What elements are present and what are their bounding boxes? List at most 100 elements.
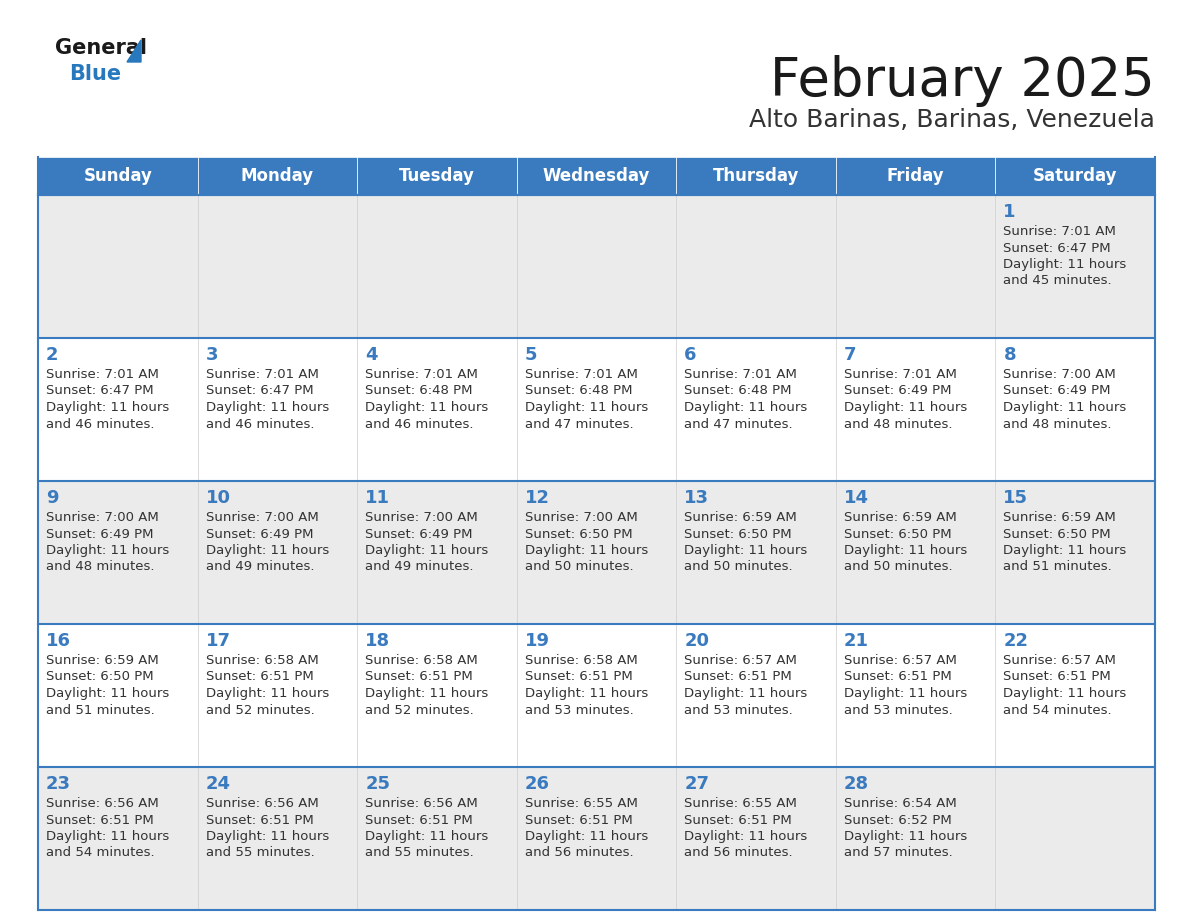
Bar	[996, 767, 1155, 910]
Bar	[676, 157, 836, 195]
Bar	[836, 481, 996, 624]
Text: 2: 2	[46, 346, 58, 364]
Text: Sunrise: 6:57 AM: Sunrise: 6:57 AM	[1004, 654, 1117, 667]
Bar	[197, 767, 358, 910]
Bar	[197, 195, 358, 338]
Text: Sunrise: 7:01 AM: Sunrise: 7:01 AM	[684, 368, 797, 381]
Text: 28: 28	[843, 775, 868, 793]
Text: Daylight: 11 hours: Daylight: 11 hours	[206, 544, 329, 557]
Text: Sunrise: 6:57 AM: Sunrise: 6:57 AM	[843, 654, 956, 667]
Text: and 50 minutes.: and 50 minutes.	[525, 561, 633, 574]
Text: Sunset: 6:49 PM: Sunset: 6:49 PM	[46, 528, 153, 541]
Text: Friday: Friday	[886, 167, 944, 185]
Bar	[836, 338, 996, 481]
Text: Wednesday: Wednesday	[543, 167, 650, 185]
Bar	[38, 157, 197, 195]
Text: Daylight: 11 hours: Daylight: 11 hours	[365, 830, 488, 843]
Text: Sunrise: 6:58 AM: Sunrise: 6:58 AM	[206, 654, 318, 667]
Text: and 55 minutes.: and 55 minutes.	[365, 846, 474, 859]
Text: Daylight: 11 hours: Daylight: 11 hours	[1004, 258, 1126, 271]
Text: Sunrise: 6:56 AM: Sunrise: 6:56 AM	[46, 797, 159, 810]
Bar	[38, 481, 197, 624]
Text: 14: 14	[843, 489, 868, 507]
Text: Daylight: 11 hours: Daylight: 11 hours	[365, 544, 488, 557]
Text: Sunset: 6:48 PM: Sunset: 6:48 PM	[684, 385, 791, 397]
Text: 21: 21	[843, 632, 868, 650]
Text: and 48 minutes.: and 48 minutes.	[1004, 418, 1112, 431]
Bar	[676, 624, 836, 767]
Bar	[197, 624, 358, 767]
Text: Sunset: 6:51 PM: Sunset: 6:51 PM	[46, 813, 153, 826]
Text: Sunrise: 7:00 AM: Sunrise: 7:00 AM	[1004, 368, 1117, 381]
Text: Daylight: 11 hours: Daylight: 11 hours	[206, 830, 329, 843]
Text: Sunset: 6:51 PM: Sunset: 6:51 PM	[525, 670, 632, 684]
Text: Sunrise: 6:56 AM: Sunrise: 6:56 AM	[206, 797, 318, 810]
Bar	[358, 767, 517, 910]
Text: and 56 minutes.: and 56 minutes.	[525, 846, 633, 859]
Text: Sunset: 6:51 PM: Sunset: 6:51 PM	[206, 813, 314, 826]
Text: Daylight: 11 hours: Daylight: 11 hours	[525, 687, 647, 700]
Text: and 48 minutes.: and 48 minutes.	[46, 561, 154, 574]
Text: and 53 minutes.: and 53 minutes.	[843, 703, 953, 717]
Text: Blue: Blue	[69, 64, 121, 84]
Text: Daylight: 11 hours: Daylight: 11 hours	[843, 687, 967, 700]
Bar	[996, 157, 1155, 195]
Text: Sunset: 6:50 PM: Sunset: 6:50 PM	[1004, 528, 1111, 541]
Text: 6: 6	[684, 346, 697, 364]
Bar	[676, 481, 836, 624]
Text: Sunset: 6:48 PM: Sunset: 6:48 PM	[525, 385, 632, 397]
Text: 5: 5	[525, 346, 537, 364]
Text: Sunset: 6:48 PM: Sunset: 6:48 PM	[365, 385, 473, 397]
Text: Daylight: 11 hours: Daylight: 11 hours	[1004, 401, 1126, 414]
Text: Daylight: 11 hours: Daylight: 11 hours	[684, 401, 808, 414]
Text: Daylight: 11 hours: Daylight: 11 hours	[46, 401, 169, 414]
Text: and 54 minutes.: and 54 minutes.	[46, 846, 154, 859]
Text: 4: 4	[365, 346, 378, 364]
Text: General: General	[55, 38, 147, 58]
Bar	[676, 767, 836, 910]
Text: Sunset: 6:50 PM: Sunset: 6:50 PM	[843, 528, 952, 541]
Text: Sunset: 6:51 PM: Sunset: 6:51 PM	[684, 670, 792, 684]
Text: Sunrise: 6:59 AM: Sunrise: 6:59 AM	[1004, 511, 1117, 524]
Text: 25: 25	[365, 775, 390, 793]
Text: 17: 17	[206, 632, 230, 650]
Text: 23: 23	[46, 775, 71, 793]
Bar	[836, 767, 996, 910]
Bar	[676, 338, 836, 481]
Text: Daylight: 11 hours: Daylight: 11 hours	[365, 401, 488, 414]
Bar	[996, 338, 1155, 481]
Text: 11: 11	[365, 489, 390, 507]
Text: 20: 20	[684, 632, 709, 650]
Text: Sunset: 6:49 PM: Sunset: 6:49 PM	[206, 528, 314, 541]
Text: 27: 27	[684, 775, 709, 793]
Text: Sunrise: 7:01 AM: Sunrise: 7:01 AM	[843, 368, 956, 381]
Bar	[676, 195, 836, 338]
Text: 12: 12	[525, 489, 550, 507]
Text: 24: 24	[206, 775, 230, 793]
Text: Sunrise: 7:00 AM: Sunrise: 7:00 AM	[525, 511, 638, 524]
Text: Daylight: 11 hours: Daylight: 11 hours	[684, 687, 808, 700]
Text: Sunset: 6:50 PM: Sunset: 6:50 PM	[46, 670, 153, 684]
Text: Sunrise: 7:00 AM: Sunrise: 7:00 AM	[206, 511, 318, 524]
Text: 15: 15	[1004, 489, 1029, 507]
Text: Sunset: 6:51 PM: Sunset: 6:51 PM	[843, 670, 952, 684]
Text: Sunrise: 7:01 AM: Sunrise: 7:01 AM	[365, 368, 478, 381]
Polygon shape	[127, 40, 141, 62]
Text: Sunset: 6:49 PM: Sunset: 6:49 PM	[1004, 385, 1111, 397]
Bar	[358, 481, 517, 624]
Bar	[996, 624, 1155, 767]
Text: Daylight: 11 hours: Daylight: 11 hours	[684, 830, 808, 843]
Text: and 50 minutes.: and 50 minutes.	[684, 561, 792, 574]
Text: and 46 minutes.: and 46 minutes.	[206, 418, 314, 431]
Text: and 49 minutes.: and 49 minutes.	[365, 561, 474, 574]
Text: Monday: Monday	[241, 167, 314, 185]
Text: Daylight: 11 hours: Daylight: 11 hours	[684, 544, 808, 557]
Text: 16: 16	[46, 632, 71, 650]
Bar	[517, 481, 676, 624]
Text: and 46 minutes.: and 46 minutes.	[365, 418, 474, 431]
Bar	[358, 624, 517, 767]
Bar	[38, 624, 197, 767]
Text: and 51 minutes.: and 51 minutes.	[1004, 561, 1112, 574]
Bar	[358, 195, 517, 338]
Text: Sunrise: 7:01 AM: Sunrise: 7:01 AM	[1004, 225, 1117, 238]
